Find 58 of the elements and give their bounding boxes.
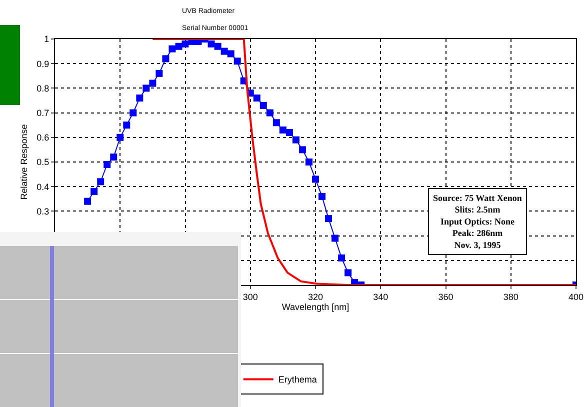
y-tick-label: 0.8 (36, 83, 50, 94)
point (104, 160, 111, 168)
point (332, 234, 339, 242)
annotation: Peak: 286nm (452, 228, 504, 238)
point (142, 84, 150, 92)
point (149, 80, 156, 87)
point (298, 146, 306, 154)
point (272, 119, 280, 126)
point (162, 55, 170, 62)
point (279, 126, 286, 134)
point (312, 176, 319, 183)
x-tick-label: 300 (242, 292, 258, 302)
annotation: Source: 75 Watt Xenon (433, 193, 522, 203)
point (136, 94, 144, 102)
x-tick-label: 360 (438, 292, 454, 302)
point (292, 136, 300, 144)
y-tick-label: 0.6 (36, 132, 50, 143)
point (266, 109, 274, 116)
annotation: Nov. 3, 1995 (454, 240, 502, 250)
point (168, 45, 176, 52)
annotation: Slits: 2.5nm (454, 204, 501, 215)
point (220, 48, 228, 55)
x-tick-label: 340 (373, 292, 388, 302)
y-tick-label: 0.7 (36, 108, 50, 118)
y-tick-label: 0.9 (36, 58, 50, 69)
x-tick-label: 320 (308, 292, 324, 302)
point (344, 269, 352, 276)
point (175, 42, 182, 50)
point (130, 109, 137, 116)
y-tick-label: 0.5 (36, 157, 50, 168)
point (338, 254, 346, 262)
x-tick-label: 400 (568, 292, 584, 302)
point (123, 122, 130, 129)
point (97, 178, 104, 186)
point (253, 94, 260, 102)
point (84, 198, 92, 205)
point (234, 58, 241, 65)
point (318, 192, 326, 200)
y-tick-label: 0.3 (36, 206, 50, 216)
x-tick-label: 380 (503, 292, 518, 302)
point (110, 154, 118, 161)
point (227, 50, 234, 58)
y-tick-label: 1 (44, 34, 50, 44)
point (182, 40, 189, 48)
annotation: Input Optics: None (440, 216, 514, 226)
point (214, 42, 222, 50)
point (208, 40, 215, 48)
point (116, 134, 124, 141)
point (325, 215, 332, 222)
point (156, 70, 163, 77)
x-axis-title: Wavelength [nm] (282, 302, 350, 312)
point (286, 128, 293, 136)
y-tick-label: 0.4 (36, 182, 50, 192)
point (305, 158, 312, 166)
y-axis-title: Relative Response (19, 124, 29, 200)
legend-label: Erythema (278, 374, 317, 385)
point (260, 102, 267, 109)
point (90, 188, 98, 196)
